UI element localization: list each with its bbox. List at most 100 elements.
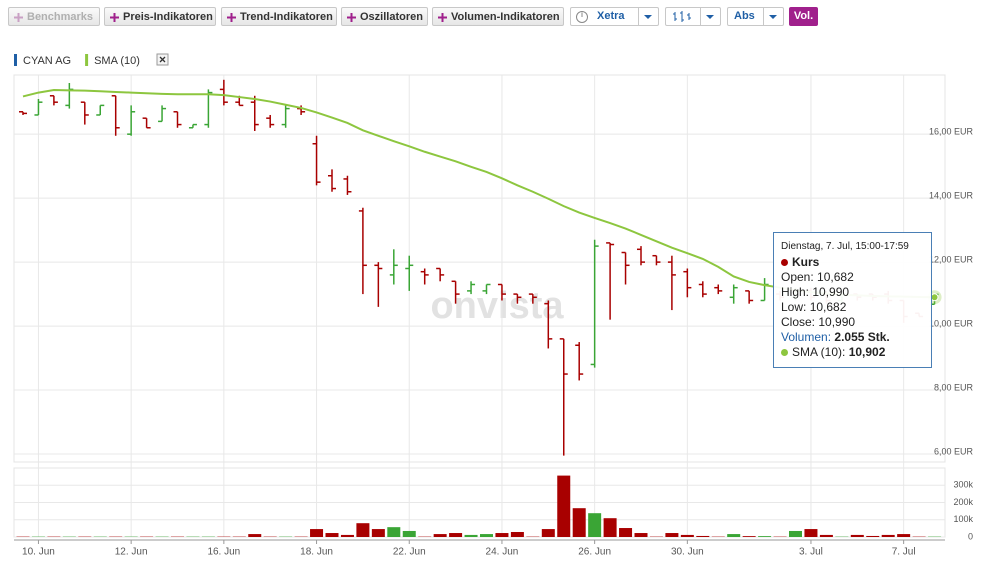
y-tick-label: 12,00 EUR: [929, 254, 974, 264]
row-value: 10,902: [848, 345, 886, 359]
row-value: 2.055 Stk.: [834, 330, 890, 344]
x-tick-label: 7. Jul: [892, 547, 916, 558]
volume-bar: [449, 533, 463, 537]
volume-bar: [603, 518, 617, 537]
scale-dropdown[interactable]: Abs: [727, 7, 784, 26]
volume-bar: [371, 529, 385, 537]
y-tick-label: 16,00 EUR: [929, 127, 974, 137]
indicator-button[interactable]: Preis-Indikatoren: [104, 7, 216, 26]
volume-bar: [387, 527, 401, 537]
volume-bar: [433, 534, 447, 537]
tooltip-row: Volumen: 2.055 Stk.: [781, 330, 924, 345]
x-tick-label: 12. Jun: [115, 547, 148, 558]
y-tick-label: 6,00 EUR: [934, 446, 974, 456]
x-tick-label: 22. Jun: [393, 547, 426, 558]
volume-bar: [480, 534, 493, 537]
volume-bar: [665, 533, 679, 537]
plus-icon: [438, 13, 447, 22]
y-tick-label: 10,00 EUR: [929, 318, 974, 328]
tooltip-date: Dienstag, 7. Jul, 15:00-17:59: [781, 241, 909, 252]
dropdown-label: Abs: [734, 10, 755, 22]
volume-bar: [897, 534, 911, 537]
volume-bar: [881, 534, 895, 537]
volume-toggle[interactable]: Vol.: [789, 7, 818, 26]
tooltip-row: High: 10,990: [781, 285, 924, 300]
tooltip-title: Kurs: [792, 255, 820, 269]
tooltip-row: Open: 10,682: [781, 270, 924, 285]
x-tick-label: 30. Jun: [671, 547, 704, 558]
x-tick-label: 10. Jun: [22, 547, 55, 558]
tooltip-row: SMA (10): 10,902: [781, 345, 924, 360]
volume-bar: [340, 534, 354, 537]
volume-bar: [464, 534, 478, 537]
legend-label: CYAN AG: [23, 55, 71, 67]
volume-bar: [758, 536, 772, 537]
indicator-button[interactable]: Oszillatoren: [341, 7, 428, 26]
volume-bar: [325, 533, 339, 537]
volume-bar: [634, 533, 648, 537]
volume-bar: [804, 529, 818, 537]
y-tick-label: 200k: [953, 497, 973, 507]
button-label: Benchmarks: [27, 11, 94, 23]
arrow-icon: [769, 15, 777, 19]
dropdown-arrow[interactable]: [763, 8, 783, 25]
volume-bar: [310, 529, 324, 537]
row-label: Low:: [781, 300, 807, 314]
y-tick-label: 300k: [953, 480, 973, 490]
row-value: 10,682: [809, 300, 847, 314]
volume-bar: [619, 528, 633, 537]
button-label: Trend-Indikatoren: [240, 11, 333, 23]
plus-icon: [14, 13, 23, 22]
dropdown-arrow[interactable]: [638, 8, 658, 25]
tooltip-row: Close: 10,990: [781, 315, 924, 330]
button-label: Volumen-Indikatoren: [451, 11, 560, 23]
volume-bar: [510, 531, 524, 537]
row-label: Open:: [781, 270, 814, 284]
dropdown-label: Xetra: [597, 10, 625, 22]
series-dot: [781, 349, 788, 356]
volume-bar: [680, 534, 694, 537]
indicator-button[interactable]: Trend-Indikatoren: [221, 7, 337, 26]
volume-bar: [866, 535, 880, 537]
tooltip-row: Low: 10,682: [781, 300, 924, 315]
arrow-icon: [644, 15, 652, 19]
volume-bar: [789, 530, 802, 537]
row-value: 10,990: [818, 315, 856, 329]
x-tick-label: 26. Jun: [578, 547, 611, 558]
y-tick-label: 8,00 EUR: [934, 382, 974, 392]
row-label: Volumen:: [781, 330, 832, 344]
series-dot: [781, 259, 788, 266]
button-label: Oszillatoren: [360, 11, 423, 23]
dropdown-arrow[interactable]: [700, 8, 720, 25]
volume-bar: [557, 475, 571, 537]
clock-icon: [576, 11, 588, 23]
tooltip-title-row: Kurs: [781, 255, 924, 270]
panel-frame: [13, 74, 946, 463]
y-tick-label: 14,00 EUR: [929, 191, 974, 201]
chart-type-dropdown[interactable]: [665, 7, 721, 26]
volume-bar: [819, 534, 833, 537]
legend-label: SMA (10): [94, 55, 140, 67]
legend-swatch: [85, 54, 89, 66]
x-tick-label: 3. Jul: [799, 547, 823, 558]
row-label: High:: [781, 285, 810, 299]
legend-close-icon: [159, 56, 166, 63]
volume-bar: [588, 513, 602, 537]
plus-icon: [110, 13, 119, 22]
y-tick-label: 0: [968, 531, 973, 541]
volume-bar: [850, 534, 864, 537]
indicator-button[interactable]: Volumen-Indikatoren: [432, 7, 564, 26]
plus-icon: [347, 13, 356, 22]
row-label: SMA (10):: [792, 345, 846, 359]
benchmarks-button[interactable]: Benchmarks: [8, 7, 100, 26]
volume-bar: [356, 523, 370, 537]
row-value: 10,682: [817, 270, 854, 284]
x-tick-label: 16. Jun: [207, 547, 240, 558]
watermark: onvista: [430, 285, 564, 327]
x-tick-label: 24. Jun: [486, 547, 519, 558]
exchange-dropdown[interactable]: Xetra: [570, 7, 659, 26]
ohlc-icon: [673, 11, 691, 22]
volume-bar: [742, 536, 756, 537]
volume-bar: [541, 529, 555, 537]
